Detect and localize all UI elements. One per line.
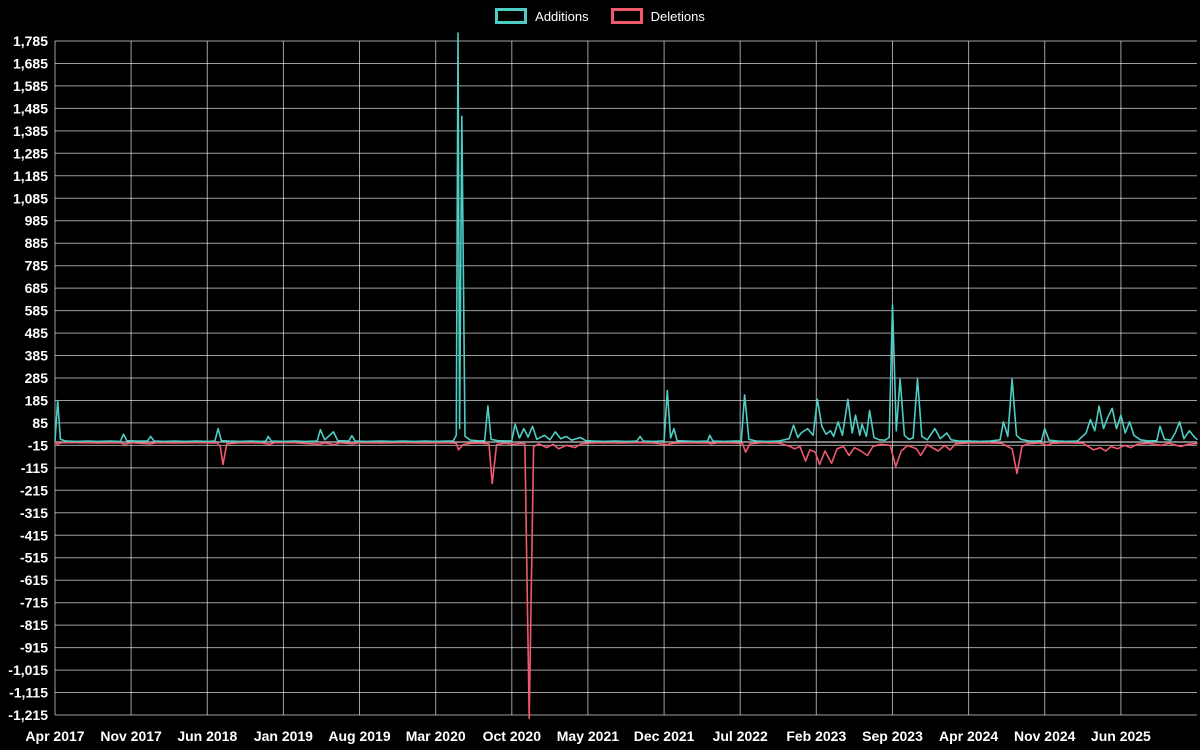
y-tick-label: -315 (20, 505, 48, 521)
x-tick-label: Feb 2023 (786, 728, 846, 744)
x-tick-label: Nov 2017 (100, 728, 162, 744)
y-tick-label: -615 (20, 572, 48, 588)
x-tick-label: Mar 2020 (406, 728, 466, 744)
y-tick-label: 785 (25, 258, 49, 274)
y-tick-label: 185 (25, 393, 49, 409)
y-tick-label: 1,185 (13, 168, 48, 184)
y-tick-label: -15 (28, 437, 48, 453)
deletions-line (54, 441, 1198, 720)
x-tick-label: Sep 2023 (862, 728, 923, 744)
y-tick-label: 1,585 (13, 78, 48, 94)
y-tick-label: 685 (25, 280, 49, 296)
y-tick-label: -515 (20, 550, 48, 566)
legend-item-additions[interactable]: Additions (495, 8, 589, 24)
additions-swatch-icon (495, 8, 528, 24)
chart-legend: Additions Deletions (0, 8, 1200, 24)
y-tick-label: 585 (25, 303, 49, 319)
x-tick-label: Oct 2020 (483, 728, 542, 744)
y-tick-label: -915 (20, 640, 48, 656)
y-tick-label: -1,115 (9, 685, 48, 701)
x-tick-label: Aug 2019 (328, 728, 390, 744)
deletions-swatch-icon (610, 8, 643, 24)
y-tick-label: -1,215 (8, 707, 48, 723)
y-tick-label: -415 (20, 527, 48, 543)
x-tick-label: Jun 2025 (1091, 728, 1151, 744)
x-tick-label: Nov 2024 (1014, 728, 1076, 744)
legend-label-additions: Additions (535, 8, 589, 24)
y-tick-label: 1,085 (13, 190, 48, 206)
y-tick-label: -115 (21, 460, 48, 476)
x-tick-label: Jul 2022 (713, 728, 768, 744)
y-tick-label: 1,285 (13, 145, 48, 161)
legend-item-deletions[interactable]: Deletions (610, 8, 705, 24)
y-tick-label: 1,685 (13, 56, 48, 72)
y-tick-label: 1,385 (13, 123, 48, 139)
x-tick-label: Apr 2017 (25, 728, 84, 744)
y-tick-label: 285 (25, 370, 49, 386)
x-tick-label: Apr 2024 (939, 728, 998, 744)
y-tick-label: 985 (25, 213, 49, 229)
y-tick-label: 885 (25, 235, 49, 251)
y-tick-label: 85 (32, 415, 48, 431)
legend-label-deletions: Deletions (650, 8, 705, 24)
x-tick-label: Dec 2021 (634, 728, 695, 744)
x-tick-label: Jan 2019 (254, 728, 313, 744)
y-tick-label: -1,015 (8, 662, 48, 678)
y-tick-label: -215 (20, 482, 48, 498)
y-tick-label: 385 (25, 348, 49, 364)
y-tick-label: 1,485 (13, 100, 48, 116)
x-tick-label: Jun 2018 (177, 728, 237, 744)
additions-line (54, 32, 1198, 443)
x-tick-label: May 2021 (557, 728, 619, 744)
y-tick-label: -815 (20, 617, 48, 633)
y-tick-label: -715 (20, 595, 48, 611)
y-tick-label: 485 (25, 325, 49, 341)
y-tick-label: 1,785 (13, 33, 48, 49)
